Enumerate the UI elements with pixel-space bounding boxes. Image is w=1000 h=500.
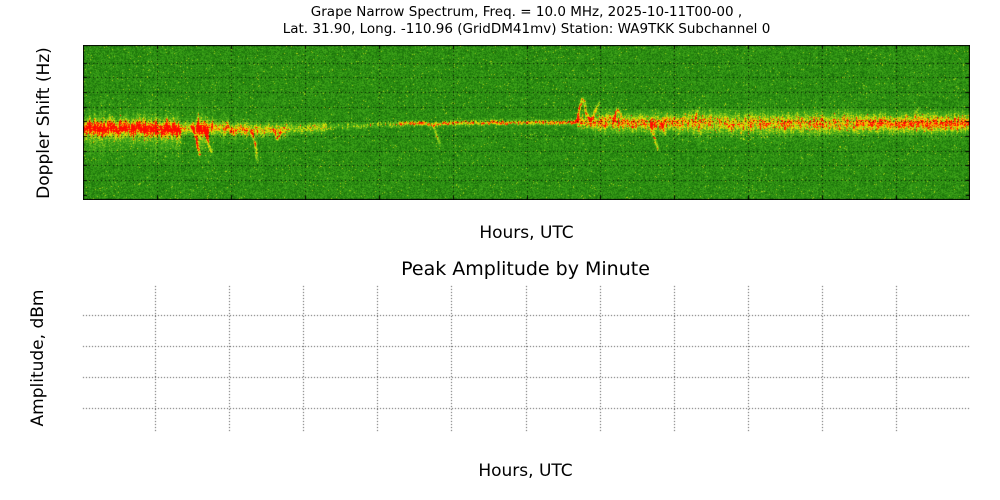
spectrogram-title-line2: Lat. 31.90, Long. -110.96 (GridDM41mv) S… [282,21,771,37]
spectrogram-canvas [83,45,970,200]
amplitude-ylabel: Amplitude, dBm [28,289,48,427]
spectrogram-ylabel: Doppler Shift (Hz) [34,47,54,199]
amplitude-canvas [81,284,970,433]
amplitude-title: Peak Amplitude by Minute [401,258,650,280]
spectrogram-title-line1: Grape Narrow Spectrum, Freq. = 10.0 MHz,… [310,4,743,20]
spectrogram-xlabel: Hours, UTC [479,223,574,243]
amplitude-xlabel: Hours, UTC [478,461,573,481]
